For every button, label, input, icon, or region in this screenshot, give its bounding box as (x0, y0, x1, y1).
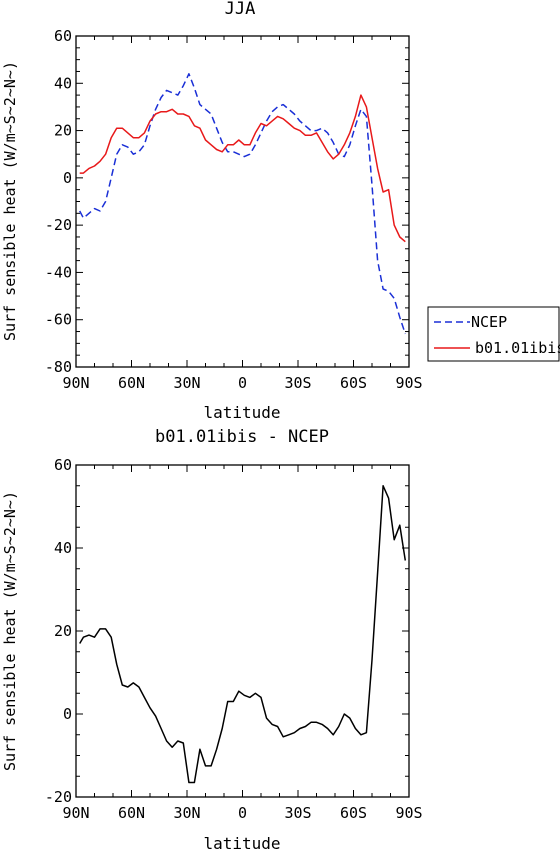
top-chart-ticks: 90N 60N 30N 0 30S 60S 90S -80 -60 -40 -20 0 20 40 60 (45, 27, 423, 392)
top-chart-y-tick-label: -80 (45, 358, 72, 376)
legend-label-ncep: NCEP (471, 313, 507, 331)
top-chart-series-line-ncep (79, 73, 407, 335)
top-chart-y-tick-label: 60 (54, 27, 72, 45)
top-chart-x-tick-label: 30N (173, 374, 200, 392)
bottom-chart-y-tick-label: 60 (54, 456, 72, 474)
bottom-chart-y-tick-label: 20 (54, 622, 72, 640)
top-chart-x-tick-label: 90S (395, 374, 422, 392)
top-chart-plot-frame (75, 35, 410, 368)
bottom-chart-series (79, 485, 407, 784)
top-chart-y-tick-label: -40 (45, 263, 72, 281)
bottom-chart-y-tick-label: 0 (63, 705, 72, 723)
top-chart-y-tick-label: 0 (63, 169, 72, 187)
bottom-chart-y-tick-label: 40 (54, 539, 72, 557)
bottom-chart-ticks: 90N 60N 30N 0 30S 60S 90S -20 0 20 40 60 (45, 456, 423, 822)
top-chart-y-tick-label: -60 (45, 311, 72, 329)
top-chart-y-tick-label: 40 (54, 74, 72, 92)
top-chart-y-tick-label: 20 (54, 122, 72, 140)
legend-box (427, 306, 560, 362)
top-chart-y-tick-label: -20 (45, 216, 72, 234)
top-chart-title: JJA (225, 0, 256, 19)
top-chart-series-line-b01-01ibis (79, 94, 406, 243)
top-chart-x-tick-label: 60N (118, 374, 145, 392)
top-chart-series (79, 73, 407, 335)
bottom-chart-y-tick-label: -20 (45, 788, 72, 806)
bottom-chart-x-tick-label: 60S (340, 804, 367, 822)
top-chart-y-axis-label: Surf sensible heat (W/m~S~2~N~) (1, 61, 19, 341)
legend-label-b01-01ibis: b01.01ibis (475, 339, 560, 357)
top-chart-panel: JJA 90N 60N 30N 0 30S 60S 90S -80 -60 -40 -20 0 20 40… (1, 0, 423, 422)
bottom-chart-x-tick-label: 30S (284, 804, 311, 822)
bottom-chart-y-axis-label: Surf sensible heat (W/m~S~2~N~) (1, 491, 19, 771)
bottom-chart-title: b01.01ibis - NCEP (155, 427, 329, 447)
top-chart-x-tick-label: 0 (238, 374, 247, 392)
bottom-chart-x-tick-label: 30N (173, 804, 200, 822)
bottom-chart-panel: b01.01ibis - NCEP 90N 60N 30N 0 30S 60S 90S -20… (1, 427, 423, 851)
bottom-chart-x-tick-label: 60N (118, 804, 145, 822)
top-chart-x-tick-label: 90N (62, 374, 89, 392)
top-chart-x-tick-label: 30S (284, 374, 311, 392)
bottom-chart-x-tick-label: 0 (238, 804, 247, 822)
top-chart-x-axis-label: latitude (203, 403, 280, 422)
bottom-chart-series-line-1 (79, 485, 407, 784)
bottom-chart-x-tick-label: 90S (395, 804, 422, 822)
bottom-chart-plot-frame (75, 464, 410, 798)
chart-legend: NCEP b01.01ibis (427, 306, 560, 362)
top-chart-x-tick-label: 60S (340, 374, 367, 392)
bottom-chart-x-tick-label: 90N (62, 804, 89, 822)
bottom-chart-x-axis-label: latitude (203, 834, 280, 851)
